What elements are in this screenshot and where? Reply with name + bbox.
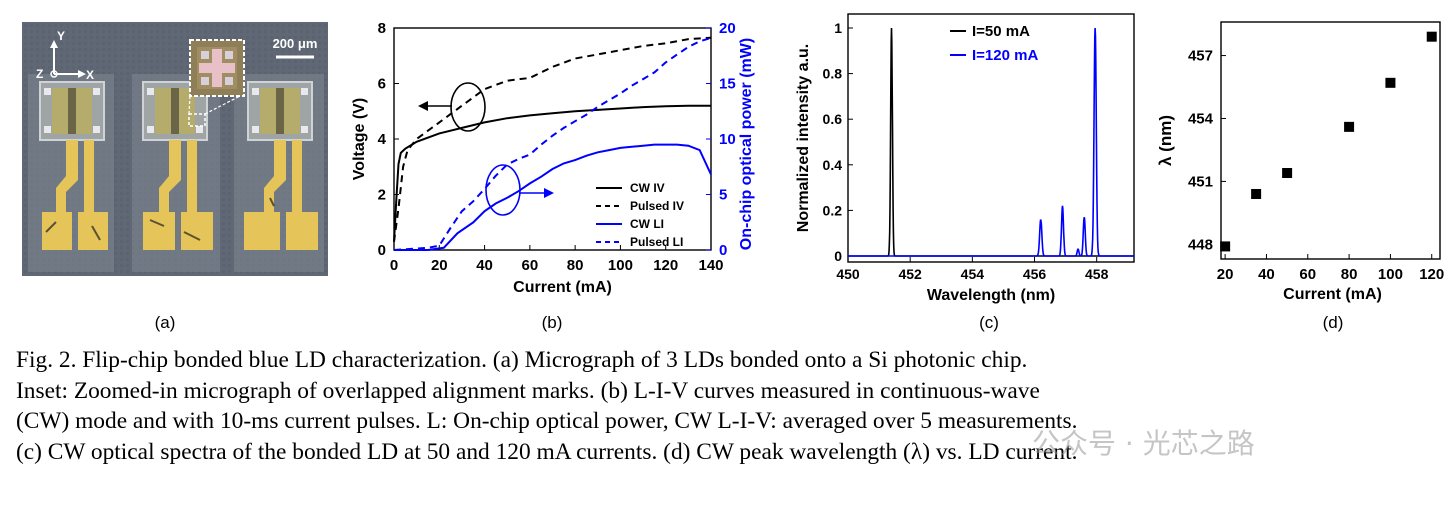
ld-chip: [39, 81, 108, 250]
y-tick-label: 0.4: [823, 157, 843, 173]
y-tick-label: 4: [378, 131, 387, 148]
caption-line: Fig. 2. Flip-chip bonded blue LD charact…: [16, 347, 1028, 373]
data-point: [1426, 31, 1437, 42]
x-tick-label: 20: [1217, 266, 1234, 283]
annotation-ellipse: [450, 82, 486, 132]
x-tick-label: 40: [476, 257, 493, 274]
y-tick-label: 0: [378, 242, 386, 259]
y-axis-label: λ (nm): [1156, 115, 1175, 166]
y-axis-label: Voltage (V): [351, 98, 368, 180]
x-tick-label: 458: [1085, 266, 1109, 282]
y-tick-label: 448: [1188, 236, 1213, 253]
panel-d-label: (d): [1323, 313, 1344, 332]
x-tick-label: 0: [390, 257, 398, 274]
data-point: [1385, 77, 1396, 88]
x-axis-label: Wavelength (nm): [927, 287, 1055, 304]
y2-tick-label: 10: [719, 131, 736, 148]
x-axis-label: Current (mA): [513, 279, 612, 296]
data-point: [1344, 121, 1355, 132]
y-tick-label: 0.6: [823, 111, 843, 127]
caption-line: Inset: Zoomed-in micrograph of overlappe…: [16, 377, 1040, 404]
axes-triad: Y Z X: [36, 29, 94, 82]
annotation-ellipse: [485, 164, 521, 216]
data-point: [1282, 168, 1293, 179]
panel-b-label: (b): [542, 313, 563, 332]
y2-tick-label: 5: [719, 187, 727, 204]
caption-line: (CW) mode and with 10-ms current pulses.…: [16, 408, 1078, 434]
plot-frame: [847, 13, 1135, 263]
x-tick-label: 450: [836, 266, 860, 282]
x-tick-label: 140: [698, 257, 723, 274]
series-line: [393, 37, 712, 251]
legend-label: I=50 mA: [972, 23, 1030, 40]
y2-tick-label: 0: [719, 242, 727, 259]
legend-label: Pulsed LI: [630, 235, 683, 249]
scale-bar-label: 200 μm: [273, 36, 318, 51]
data-point: [1251, 188, 1262, 199]
y-tick-label: 6: [378, 76, 386, 93]
series-line: [394, 143, 712, 251]
arrow-head: [544, 188, 554, 198]
axis-y-label: Y: [57, 29, 65, 43]
y-tick-label: 451: [1188, 173, 1213, 190]
x-axis-label: Current (mA): [1283, 286, 1382, 303]
x-tick-label: 456: [1023, 266, 1047, 282]
panel-c-chart: 450 452 454 456 458 0 0.2 0.4 0.6 0.8 1 Wavelength …: [795, 13, 1135, 304]
x-tick-label: 80: [567, 257, 584, 274]
series-line: [393, 36, 712, 242]
plot-frame: [1220, 21, 1441, 260]
spectrum-line: [848, 27, 1134, 257]
y-tick-label: 2: [378, 187, 386, 204]
y2-tick-label: 15: [719, 76, 736, 93]
y-tick-label: 454: [1188, 110, 1214, 127]
ld-chip: [244, 81, 318, 250]
y-axis-label: Normalized intensity a.u.: [795, 44, 812, 232]
y-tick-label: 0.2: [823, 202, 843, 218]
y-tick-label: 8: [378, 20, 386, 37]
x-tick-label: 452: [898, 266, 922, 282]
axis-z-label: Z: [36, 67, 43, 81]
figure-caption: Fig. 2. Flip-chip bonded blue LD charact…: [16, 345, 1436, 467]
x-tick-label: 60: [522, 257, 539, 274]
watermark: 公众号 · 光芯之路: [1032, 427, 1255, 460]
legend-label: CW LI: [630, 217, 664, 231]
arrow-head: [418, 101, 428, 111]
x-tick-label: 60: [1299, 266, 1316, 283]
x-tick-label: 100: [608, 257, 633, 274]
legend-label: I=120 mA: [972, 47, 1038, 64]
y-tick-label: 1: [834, 20, 842, 36]
x-tick-label: 20: [431, 257, 448, 274]
y-tick-label: 0.8: [823, 66, 843, 82]
x-tick-label: 40: [1258, 266, 1275, 283]
x-tick-label: 454: [961, 266, 985, 282]
x-tick-label: 120: [1419, 266, 1444, 283]
x-tick-label: 80: [1341, 266, 1358, 283]
panel-a-label: (a): [155, 313, 176, 332]
y2-axis-label: On-chip optical power (mW): [738, 38, 755, 250]
caption-line: (c) CW optical spectra of the bonded LD …: [16, 438, 1078, 465]
micrograph-panel: 200 μm Y Z X (a): [22, 22, 328, 332]
figure: 200 μm Y Z X (a) 0 20 40 60 80 100 120 14002468…: [22, 13, 1444, 332]
data-point: [1220, 241, 1231, 252]
axis-x-label: X: [86, 68, 94, 82]
x-tick-label: 120: [653, 257, 678, 274]
legend-label: CW IV: [630, 181, 665, 195]
y2-tick-label: 20: [719, 20, 736, 37]
legend-label: Pulsed IV: [630, 199, 684, 213]
panel-c-label: (c): [979, 313, 999, 332]
panel-d-chart: 20 40 60 80 100 120 448 451 454 457 Current (mA) λ …: [1156, 21, 1444, 303]
x-tick-label: 100: [1378, 266, 1403, 283]
y-tick-label: 0: [834, 248, 842, 264]
y-tick-label: 457: [1188, 48, 1213, 65]
series-line: [393, 104, 711, 242]
